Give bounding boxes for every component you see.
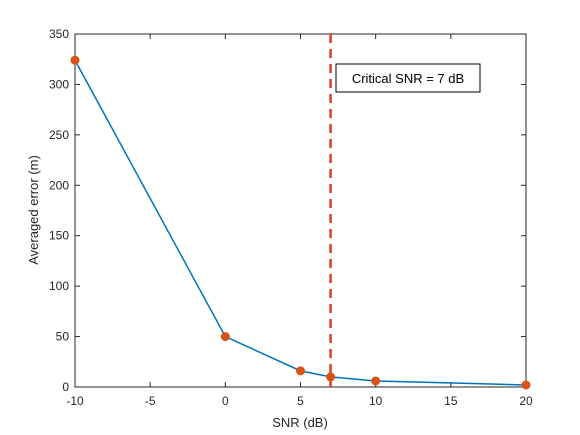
- annotation-frame: [335, 63, 481, 93]
- y-tick-label: 50: [56, 330, 70, 344]
- y-tick-label: 0: [62, 380, 69, 394]
- x-tick-label: 0: [222, 394, 229, 408]
- data-point: [70, 55, 80, 65]
- x-tick-label: 20: [519, 394, 533, 408]
- x-axis-title: SNR (dB): [272, 415, 328, 430]
- y-tick-label: 150: [49, 229, 69, 243]
- plot-area: [74, 33, 527, 388]
- data-point: [326, 372, 336, 382]
- annotation-box: Critical SNR = 7 dB: [335, 63, 481, 93]
- y-tick-label: 250: [49, 128, 69, 142]
- annotation-text: Critical SNR = 7 dB: [352, 71, 464, 86]
- series-line: [74, 59, 527, 386]
- data-point: [521, 380, 531, 390]
- x-tick-label: 10: [369, 394, 383, 408]
- x-tick-label: -10: [66, 394, 84, 408]
- data-point: [220, 332, 230, 342]
- y-tick-label: 350: [49, 27, 69, 41]
- series-group: [70, 55, 531, 390]
- data-point: [296, 366, 305, 376]
- y-axis-title: Averaged error (m): [26, 155, 41, 265]
- x-tick-label: 5: [297, 394, 304, 408]
- y-tick-label: 100: [49, 279, 69, 293]
- x-tick-label: -5: [145, 394, 156, 408]
- data-point: [371, 376, 381, 386]
- y-tick-label: 200: [49, 178, 69, 192]
- x-tick-label: 15: [444, 394, 458, 408]
- y-tick-label: 300: [49, 77, 69, 91]
